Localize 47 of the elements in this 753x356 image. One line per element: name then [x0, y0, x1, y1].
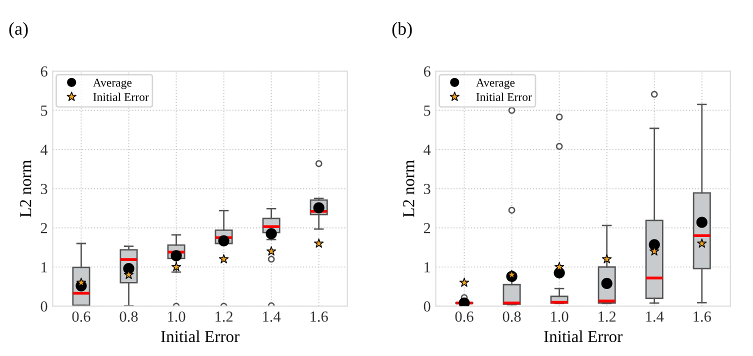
y-tick-label: 3: [424, 184, 430, 194]
y-tick-label: 0: [424, 301, 430, 312]
y-tick-label: 6: [40, 66, 48, 77]
y-tick-label: 2: [40, 223, 48, 234]
legend-label: Initial Error: [93, 92, 149, 102]
point: [459, 278, 470, 287]
legend-label: Average: [476, 78, 515, 90]
point: [218, 254, 229, 264]
x-tick-label: 1.2: [598, 312, 616, 322]
x-axis-title: Initial Error: [544, 330, 623, 342]
x-tick-label: 1.0: [168, 311, 186, 322]
y-axis-title: L2 norm: [20, 160, 32, 218]
point: [314, 238, 324, 248]
y-tick-label: 4: [424, 144, 431, 155]
point: [696, 216, 708, 228]
x-tick-label: 0.6: [455, 311, 474, 322]
x-tick-label: 1.6: [694, 312, 711, 322]
y-tick-label: 0: [40, 301, 48, 312]
y-axis-title: L2 norm: [403, 160, 414, 218]
point: [602, 254, 612, 264]
x-tick-label: 1.4: [646, 312, 664, 322]
point: [266, 228, 277, 240]
y-tick-label: 3: [40, 184, 48, 194]
x-tick-label: 0.8: [120, 311, 138, 322]
y-tick-label: 4: [40, 144, 48, 155]
point: [697, 238, 707, 248]
point: [171, 262, 182, 272]
x-tick-label: 1.0: [551, 311, 568, 322]
x-tick-label: 1.2: [216, 312, 233, 322]
y-tick-label: 6: [424, 66, 430, 77]
legend-label: Initial Error: [476, 92, 532, 102]
x-tick-label: 1.4: [263, 312, 281, 322]
y-tick-label: 1: [424, 262, 430, 272]
x-tick-label: 0.6: [72, 311, 90, 322]
x-tick-label: 1.6: [310, 312, 328, 322]
y-tick-label: 1: [42, 262, 47, 272]
chart-title: (b): [392, 22, 412, 39]
y-tick-label: 5: [41, 106, 48, 116]
point: [648, 239, 660, 250]
point: [266, 246, 276, 256]
x-axis-title: Initial Error: [161, 330, 240, 342]
chart-title: (a): [9, 22, 28, 39]
y-tick-label: 2: [424, 223, 430, 234]
x-tick-label: 0.8: [502, 311, 521, 322]
point: [458, 297, 470, 306]
y-tick-label: 5: [424, 106, 430, 116]
legend-label: Average: [92, 78, 132, 90]
